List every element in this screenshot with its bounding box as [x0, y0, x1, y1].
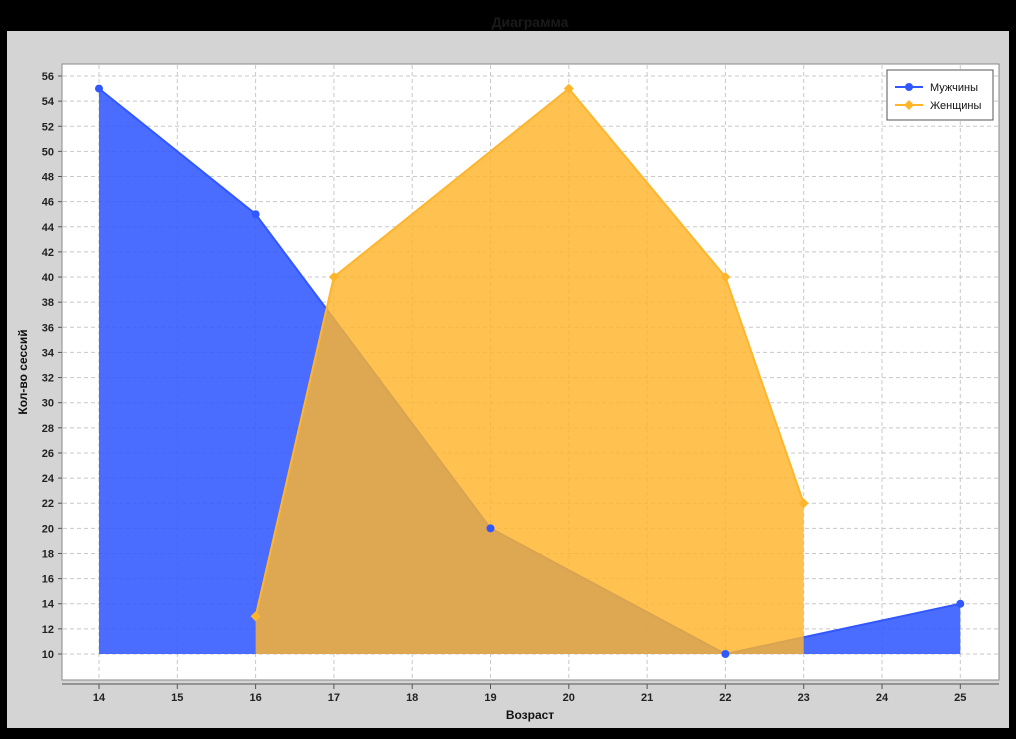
- data-point: [486, 524, 495, 533]
- y-tick-label: 50: [42, 146, 54, 158]
- y-tick-label: 56: [42, 71, 54, 83]
- y-tick-label: 36: [42, 322, 54, 334]
- y-tick-label: 12: [42, 624, 54, 636]
- y-tick-label: 22: [42, 498, 54, 510]
- data-point: [956, 599, 965, 608]
- legend-box: [886, 69, 994, 121]
- x-tick-label: 17: [328, 692, 340, 704]
- legend-label: Женщины: [930, 100, 981, 112]
- x-tick-label: 23: [798, 692, 810, 704]
- y-tick-label: 20: [42, 523, 54, 535]
- x-tick-label: 15: [171, 692, 183, 704]
- legend-label: Мужчины: [930, 82, 978, 94]
- y-tick-label: 54: [42, 96, 55, 108]
- x-tick-label: 21: [641, 692, 653, 704]
- data-point: [720, 272, 731, 283]
- x-tick-label: 18: [406, 692, 418, 704]
- x-tick-label: 14: [93, 692, 106, 704]
- x-tick-label: 25: [954, 692, 966, 704]
- y-tick-label: 18: [42, 548, 54, 560]
- legend-marker: [905, 83, 913, 91]
- y-tick-label: 28: [42, 423, 54, 435]
- x-tick-label: 22: [719, 692, 731, 704]
- y-tick-label: 32: [42, 373, 54, 385]
- data-point: [328, 272, 339, 283]
- y-axis-title: Кол-во сессий: [16, 329, 30, 414]
- y-tick-label: 48: [42, 172, 54, 184]
- y-tick-label: 40: [42, 272, 54, 284]
- data-point: [798, 498, 809, 509]
- data-point: [251, 210, 260, 219]
- y-tick-label: 42: [42, 247, 54, 259]
- y-tick-label: 26: [42, 448, 54, 460]
- legend-marker: [904, 100, 914, 110]
- data-point: [95, 84, 103, 93]
- y-tick-label: 24: [42, 473, 55, 485]
- x-tick-label: 20: [563, 692, 575, 704]
- chart-title: Диаграмма: [491, 14, 569, 30]
- data-point: [250, 611, 261, 622]
- y-tick-label: 46: [42, 197, 54, 209]
- y-tick-label: 10: [42, 649, 54, 661]
- x-tick-label: 24: [876, 692, 889, 704]
- y-tick-label: 14: [42, 599, 55, 611]
- y-tick-label: 44: [42, 222, 55, 234]
- x-tick-label: 16: [249, 692, 261, 704]
- x-tick-label: 19: [484, 692, 496, 704]
- y-tick-label: 30: [42, 398, 54, 410]
- markers: [95, 83, 965, 658]
- legend: Мужчины Женщины: [886, 69, 994, 121]
- data-point: [563, 83, 574, 94]
- axes: 10 12 14 16 18 20 22 24 26 28 30 32 34 36 38 40 42 44 46 48…: [42, 71, 999, 704]
- data-point: [721, 650, 730, 658]
- y-tick-label: 34: [42, 347, 55, 359]
- x-axis-title: Возраст: [506, 708, 554, 722]
- y-tick-label: 52: [42, 121, 54, 133]
- y-tick-label: 38: [42, 297, 54, 309]
- y-tick-label: 16: [42, 574, 54, 586]
